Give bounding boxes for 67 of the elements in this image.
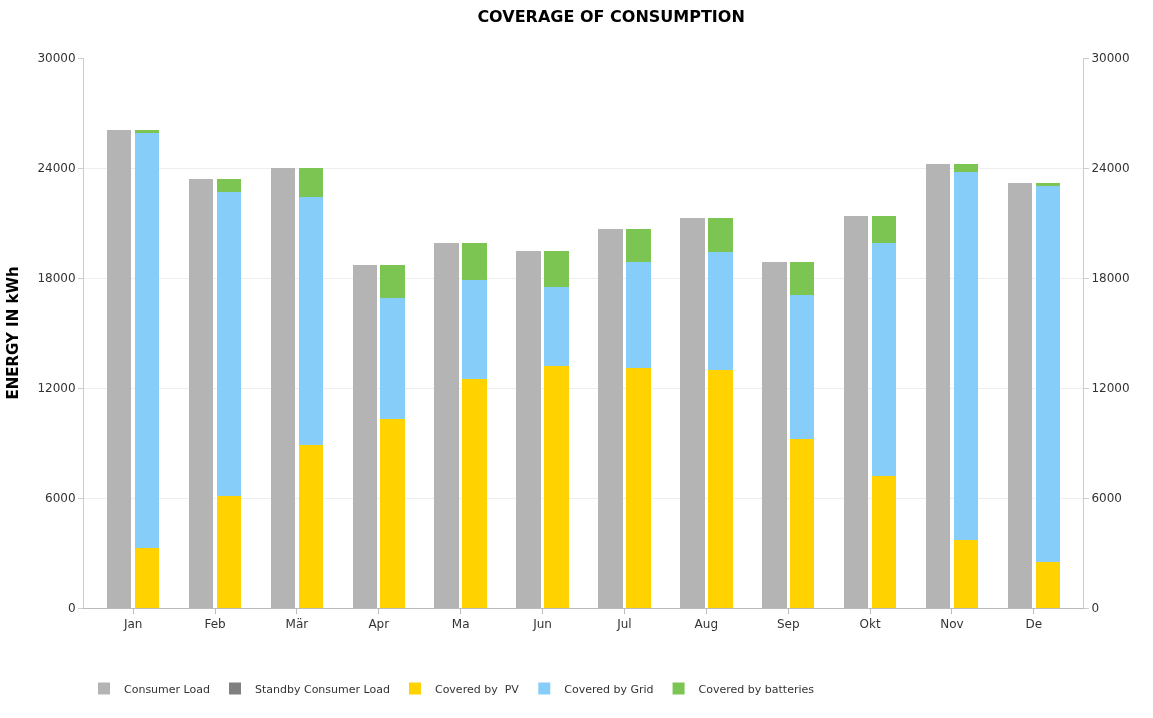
y-tick-label: 6000 bbox=[45, 491, 76, 506]
y-tick-label: 18000 bbox=[37, 271, 76, 286]
y2-tick-label: 18000 bbox=[1091, 271, 1130, 286]
x-tick-label: Jun bbox=[532, 617, 552, 632]
bar bbox=[790, 439, 814, 608]
bar bbox=[626, 368, 651, 608]
bar bbox=[708, 252, 733, 370]
legend-label: Consumer Load bbox=[124, 682, 210, 696]
bar bbox=[1036, 186, 1060, 562]
bar bbox=[299, 197, 323, 445]
y-tick-label: 0 bbox=[67, 601, 76, 616]
bar bbox=[544, 366, 569, 608]
bar bbox=[299, 445, 323, 608]
bar bbox=[626, 229, 651, 262]
y2-tick-label: 12000 bbox=[1091, 381, 1130, 396]
x-tick-label: Apr bbox=[368, 617, 390, 632]
x-tick-label: Nov bbox=[940, 617, 964, 632]
x-tick-label: Jan bbox=[122, 617, 143, 632]
y-axis-title: ENERGY IN kWh bbox=[3, 266, 22, 400]
y-tick-label: 12000 bbox=[37, 381, 76, 396]
bar bbox=[790, 262, 814, 295]
bar bbox=[544, 251, 569, 287]
legend-label: Covered by PV bbox=[434, 682, 520, 696]
legend-label: Standby Consumer Load bbox=[254, 682, 390, 696]
bar bbox=[217, 179, 241, 192]
y2-tick-label: 24000 bbox=[1091, 161, 1130, 176]
bar bbox=[626, 262, 651, 368]
x-tick-label: Feb bbox=[204, 617, 226, 632]
bar bbox=[872, 216, 896, 243]
bar bbox=[462, 243, 487, 280]
y2-tick-label: 0 bbox=[1091, 601, 1100, 616]
bar bbox=[462, 379, 487, 608]
bar bbox=[790, 295, 814, 439]
bar bbox=[954, 172, 978, 540]
y-tick-label: 30000 bbox=[37, 51, 76, 66]
chart-title: COVERAGE OF CONSUMPTION bbox=[477, 6, 745, 26]
bar bbox=[872, 476, 896, 608]
bar bbox=[708, 370, 733, 608]
legend-label: Covered by batteries bbox=[698, 682, 815, 696]
bar bbox=[708, 218, 733, 252]
bar bbox=[1036, 562, 1060, 608]
bar bbox=[217, 192, 241, 496]
x-tick-label: Sep bbox=[776, 617, 800, 632]
bar bbox=[544, 287, 569, 366]
legend-label: Covered by Grid bbox=[564, 682, 654, 696]
bar bbox=[954, 540, 978, 608]
y-tick-label: 24000 bbox=[37, 161, 76, 176]
x-tick-label: Ma bbox=[451, 617, 470, 632]
y2-tick-label: 6000 bbox=[1091, 491, 1122, 506]
y2-tick-label: 30000 bbox=[1091, 51, 1130, 66]
bar bbox=[217, 496, 241, 608]
bar bbox=[135, 130, 159, 133]
x-tick-label: Jul bbox=[616, 617, 632, 632]
bar bbox=[135, 548, 159, 608]
bar bbox=[954, 164, 978, 172]
x-tick-label: Aug bbox=[694, 617, 719, 632]
bar bbox=[380, 419, 405, 608]
bar bbox=[872, 243, 896, 476]
x-tick-label: Mär bbox=[285, 617, 309, 632]
bar bbox=[462, 280, 487, 379]
x-tick-label: Okt bbox=[859, 617, 881, 632]
bar bbox=[299, 168, 323, 197]
bar bbox=[1036, 183, 1060, 186]
bar bbox=[380, 265, 405, 298]
bar bbox=[380, 298, 405, 419]
x-tick-label: De bbox=[1025, 617, 1043, 632]
bar bbox=[135, 133, 159, 548]
